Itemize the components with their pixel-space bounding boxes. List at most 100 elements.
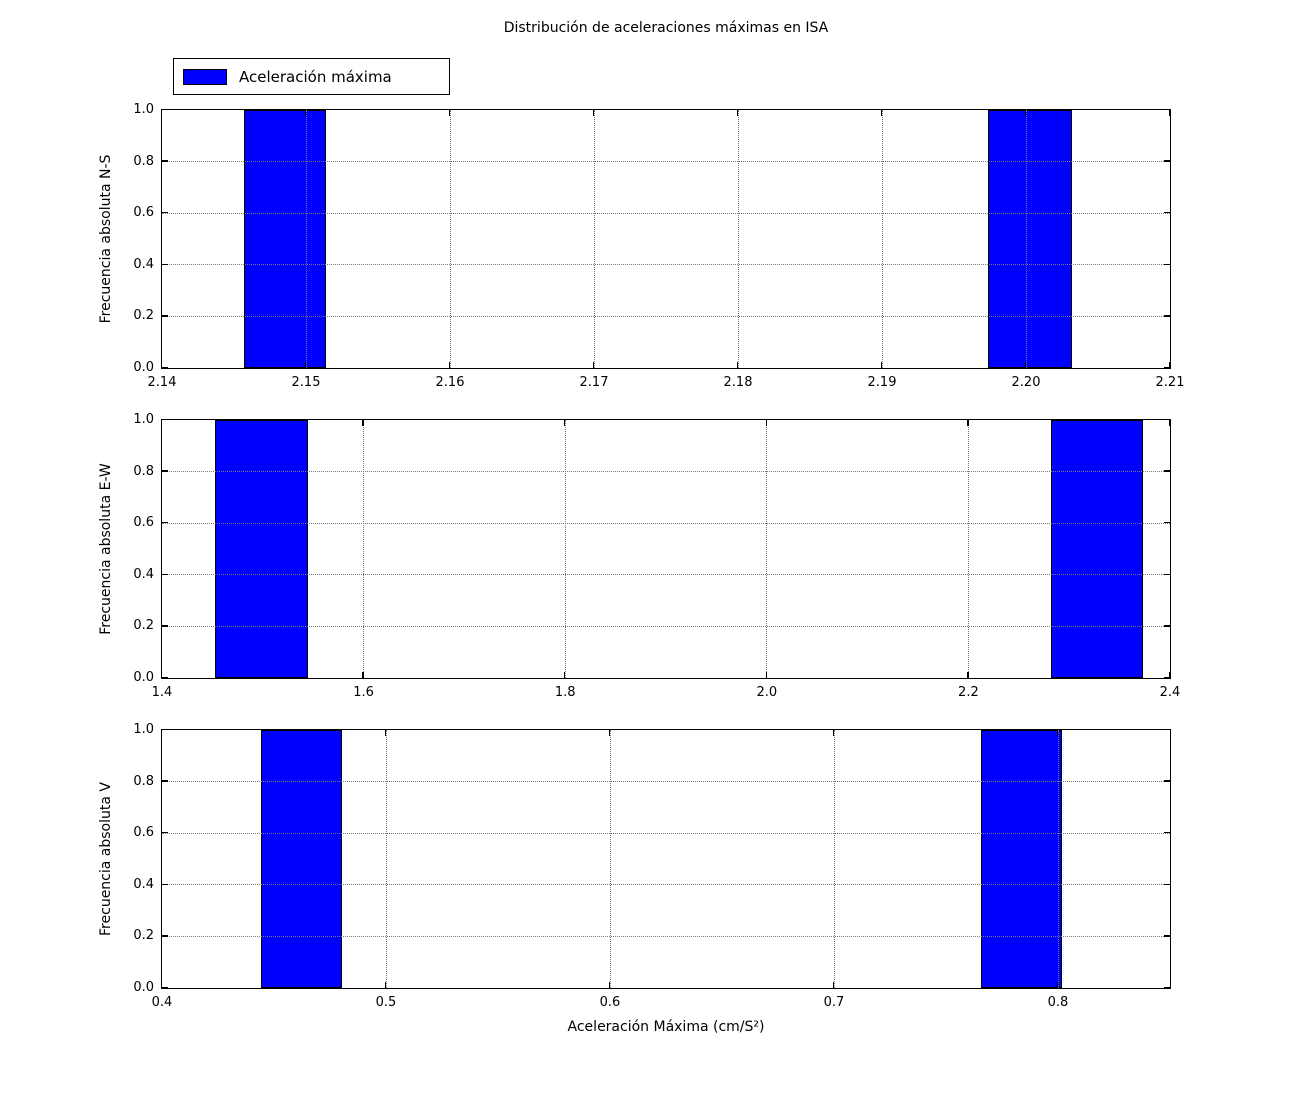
gridline-vertical [593,109,595,368]
tick-mark [161,521,168,524]
x-tick-label: 2.14 [147,375,177,390]
tick-mark [161,935,168,937]
gridline-horizontal [161,935,1170,937]
histogram-bar [988,109,1072,368]
tick-mark [161,831,168,834]
y-tick-label: 0.8 [133,773,154,789]
y-tick-label: 0.0 [133,670,154,685]
x-tick-label: 2.15 [291,375,321,390]
legend-swatch [183,68,227,85]
y-axis-label: Frecuencia absoluta E-W [98,463,114,635]
tick-mark [1056,729,1059,736]
y-tick-label: 0.8 [133,153,154,169]
y-axis-label: Frecuencia absoluta V [98,782,114,936]
tick-mark [1168,361,1171,368]
tick-mark [608,729,611,736]
tick-mark [1168,109,1171,116]
tick-mark [608,981,611,988]
gridline-horizontal [161,832,1170,834]
tick-mark [880,109,883,116]
tick-mark [1163,418,1170,421]
tick-mark [161,470,168,472]
gridline-vertical [385,729,387,988]
gridline-horizontal [161,574,1170,576]
y-tick-label: 0.2 [133,928,154,944]
tick-mark [384,729,387,736]
gridline-horizontal [161,212,1170,214]
subplot-ew-axes [160,418,1171,679]
x-tick-label: 2.20 [1011,375,1041,390]
x-tick-label: 0.6 [599,995,621,1010]
gridline-vertical [564,419,566,678]
gridline-horizontal [161,161,1170,163]
y-tick-label: 0.2 [133,308,154,324]
histogram-bar [243,109,326,368]
tick-mark [1163,676,1170,679]
tick-mark [765,419,768,426]
x-tick-label: 2.4 [1159,685,1181,700]
gridline-vertical [967,419,969,678]
tick-mark [1163,935,1170,937]
tick-mark [160,419,163,426]
tick-mark [160,109,163,116]
y-tick-label: 0.6 [133,825,154,841]
figure-title: Distribución de aceleraciones máximas en… [503,20,829,36]
tick-mark [160,981,163,988]
x-tick-label: 2.16 [435,375,465,390]
gridline-vertical [449,109,451,368]
y-tick-label: 1.0 [133,412,154,427]
tick-mark [161,676,168,679]
y-tick-label: 1.0 [133,722,154,737]
histogram-bar [214,419,308,678]
tick-mark [592,361,595,368]
tick-mark [1163,780,1170,782]
tick-mark [967,671,969,678]
tick-mark [1163,883,1170,886]
tick-mark [161,263,168,266]
subplot-ns-axes [160,108,1171,369]
tick-mark [1163,366,1170,369]
tick-mark [161,160,168,162]
tick-mark [1168,419,1171,426]
x-tick-label: 0.4 [151,995,173,1010]
tick-mark [161,573,168,576]
tick-mark [304,361,307,368]
x-tick-label: 2.18 [723,375,753,390]
x-tick-label: 1.6 [353,685,374,700]
y-tick-label: 0.4 [133,566,154,582]
histogram-bar [981,729,1062,988]
tick-mark [161,211,168,214]
gridline-horizontal [161,315,1170,317]
tick-mark [384,981,387,988]
gridline-horizontal [161,264,1170,266]
y-tick-label: 0.2 [133,618,154,634]
legend: Aceleración máxima [173,58,450,95]
gridline-vertical [737,109,739,368]
tick-mark [161,108,168,111]
tick-mark [1163,470,1170,472]
gridline-vertical [766,419,768,678]
subplot-v-axes [160,728,1171,989]
tick-mark [448,361,451,368]
tick-mark [1024,109,1027,116]
y-tick-label: 0.4 [133,876,154,892]
y-tick-label: 1.0 [133,102,154,117]
y-tick-label: 0.6 [133,515,154,531]
legend-label: Aceleración máxima [239,67,392,86]
gridline-vertical [363,419,365,678]
y-tick-label: 0.6 [133,205,154,221]
x-tick-label: 2.2 [958,685,979,700]
tick-mark [161,883,168,886]
tick-mark [161,366,168,369]
tick-mark [160,361,163,368]
tick-mark [1163,625,1170,627]
tick-mark [1056,981,1059,988]
tick-mark [160,671,163,678]
gridline-vertical [833,729,835,988]
tick-mark [880,361,883,368]
tick-mark [448,109,451,116]
y-axis-label: Frecuencia absoluta N-S [98,154,114,324]
x-tick-label: 2.21 [1155,375,1185,390]
tick-mark [1163,521,1170,524]
